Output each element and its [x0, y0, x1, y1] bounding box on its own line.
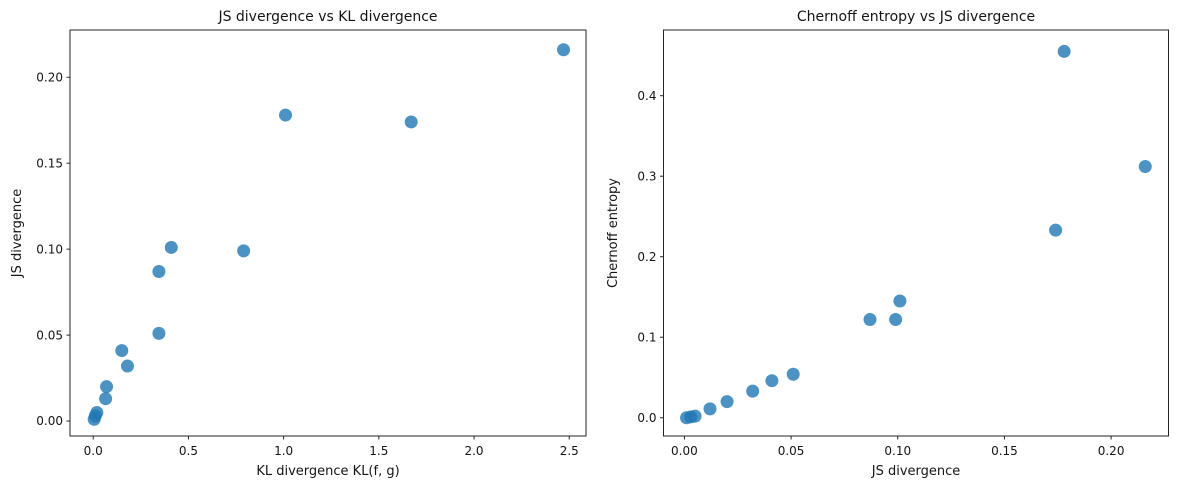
right-plot-title: Chernoff entropy vs JS divergence [797, 9, 1035, 25]
data-point [152, 326, 166, 340]
data-point [1049, 223, 1063, 237]
y-tick-label: 0.10 [36, 242, 63, 256]
x-tick-label: 1.0 [274, 444, 293, 458]
data-point [90, 405, 104, 419]
right-plot-ticks: 0.00 0.05 0.10 0.15 0.20 0.0 0.1 0.2 0.3 0.4 [637, 89, 1124, 458]
left-subplot: 0.0 0.5 1.0 1.5 2.0 2.5 0.00 0.05 0.10 0.15 0.20 J… [10, 9, 587, 479]
data-point [746, 384, 760, 398]
data-point [720, 395, 734, 409]
data-point [121, 359, 135, 373]
right-plot-xlabel: JS divergence [871, 464, 961, 479]
y-tick-label: 0.0 [637, 411, 656, 425]
data-point [404, 115, 418, 129]
left-plot-ticks: 0.0 0.5 1.0 1.5 2.0 2.5 0.00 0.05 0.10 0.15 0.20 [36, 70, 579, 458]
x-tick-label: 2.0 [464, 444, 483, 458]
x-tick-label: 0.05 [778, 444, 805, 458]
x-tick-label: 0.15 [991, 444, 1018, 458]
y-tick-label: 0.1 [637, 330, 656, 344]
right-plot-points [680, 44, 1152, 425]
right-plot-axes-frame [663, 29, 1169, 437]
data-point [115, 344, 129, 358]
data-point [889, 313, 903, 327]
data-point [279, 108, 293, 122]
x-tick-label: 0.10 [884, 444, 911, 458]
x-tick-label: 0.00 [671, 444, 698, 458]
data-point [765, 374, 779, 388]
y-tick-label: 0.15 [36, 156, 63, 170]
data-point [893, 294, 907, 308]
left-plot-ylabel: JS divergence [10, 189, 25, 279]
data-point [152, 265, 166, 279]
left-plot-points [87, 43, 571, 426]
data-point [100, 380, 114, 394]
data-point [237, 244, 251, 258]
y-tick-label: 0.05 [36, 328, 63, 342]
y-tick-label: 0.2 [637, 250, 656, 264]
y-tick-label: 0.20 [36, 70, 63, 84]
y-tick-label: 0.00 [36, 414, 63, 428]
left-plot-title: JS divergence vs KL divergence [217, 9, 437, 25]
data-point [99, 392, 113, 406]
data-point [557, 43, 571, 57]
data-point [1138, 160, 1152, 174]
right-plot-ylabel: Chernoff entropy [606, 178, 621, 288]
x-tick-label: 1.5 [369, 444, 388, 458]
x-tick-label: 0.5 [179, 444, 198, 458]
data-point [786, 367, 800, 381]
data-point [688, 409, 702, 423]
x-tick-label: 0.0 [84, 444, 103, 458]
x-tick-label: 2.5 [560, 444, 579, 458]
x-tick-label: 0.20 [1098, 444, 1125, 458]
left-plot-axes-frame [69, 29, 587, 437]
data-point [703, 402, 717, 416]
data-point [1057, 44, 1071, 58]
left-plot-xlabel: KL divergence KL(f, g) [256, 464, 399, 479]
data-point [164, 240, 178, 254]
right-subplot: 0.00 0.05 0.10 0.15 0.20 0.0 0.1 0.2 0.3 0.4 Cher… [606, 9, 1169, 479]
y-tick-label: 0.3 [637, 169, 656, 183]
data-point [863, 313, 877, 327]
y-tick-label: 0.4 [637, 89, 656, 103]
